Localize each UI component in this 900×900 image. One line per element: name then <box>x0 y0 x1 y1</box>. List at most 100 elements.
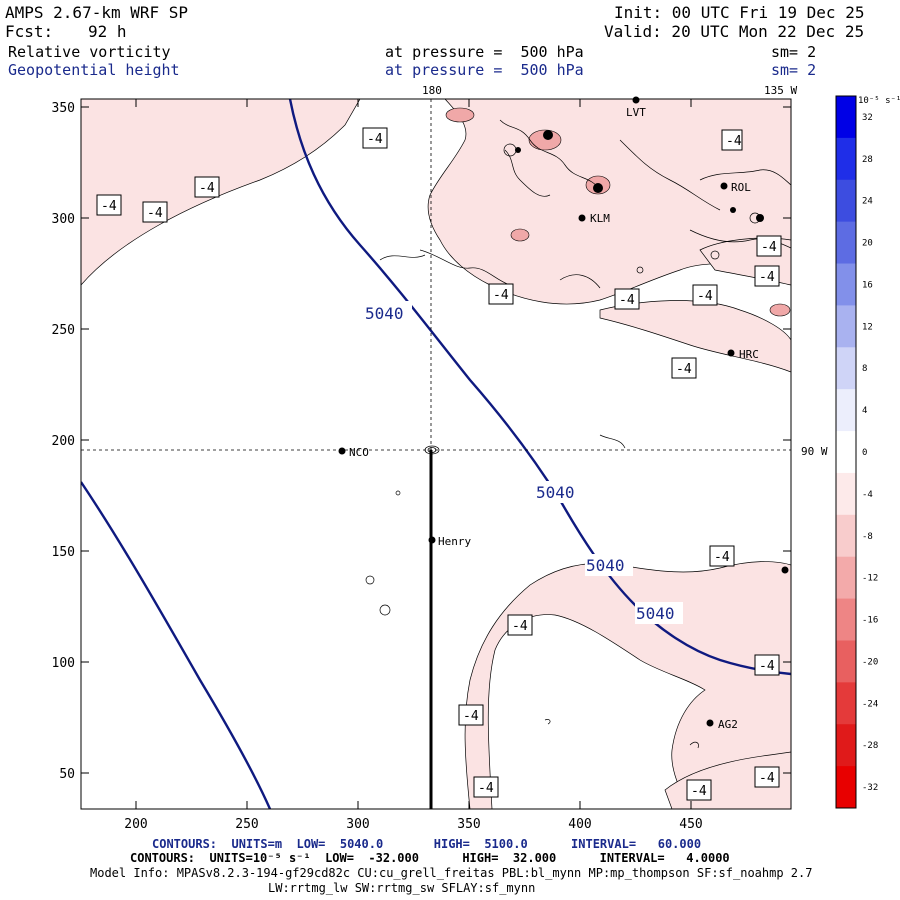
field2-name: Geopotential height <box>8 61 180 79</box>
pole-marker <box>424 445 440 455</box>
colorbar-unit: 10⁻⁵ s⁻¹ <box>858 96 900 106</box>
valid-time: Valid: 20 UTC Mon 22 Dec 25 <box>604 22 865 41</box>
colorbar-segment <box>836 598 856 641</box>
vort-label: -4 <box>619 293 635 308</box>
station-label-klm: KLM <box>590 212 610 225</box>
colorbar-tick-label: -12 <box>862 574 878 584</box>
vorticity-shading <box>81 99 791 809</box>
y-tick-label: 300 <box>52 212 75 227</box>
station-label-rol: ROL <box>731 181 751 194</box>
height-label: 5040 <box>636 604 675 623</box>
vort-label: -4 <box>147 206 163 221</box>
vorticity-labels: -4 -4 -4 -4 -4 -4 -4 -4 -4 -4 -4 -4 -4 -… <box>96 127 782 801</box>
y-tick-label: 50 <box>59 767 75 782</box>
vort-label: -4 <box>676 362 692 377</box>
x-tick-label: 300 <box>346 817 369 832</box>
vort-region-east <box>599 300 791 373</box>
model-title: AMPS 2.67-km WRF SP <box>5 3 189 22</box>
vort-label: -4 <box>759 659 775 674</box>
colorbar-segment <box>836 305 856 348</box>
vort-label: -4 <box>726 134 742 149</box>
vort-label: -4 <box>761 240 777 255</box>
colorbar-tick-label: 0 <box>862 448 867 458</box>
colorbar-tick-label: 4 <box>862 406 867 416</box>
colorbar-tick-label: -8 <box>862 532 873 542</box>
colorbar-segment <box>836 640 856 683</box>
vort-label: -4 <box>101 199 117 214</box>
stations: LVT ROL KLM HRC NCO Henry AG2 <box>338 96 789 731</box>
colorbar-tick-label: -16 <box>862 616 878 626</box>
vort-label: -4 <box>691 784 707 799</box>
colorbar-segment <box>836 96 856 139</box>
vort-label: -4 <box>493 288 509 303</box>
station-label-ag2: AG2 <box>718 718 738 731</box>
x-tick-label: 200 <box>124 817 147 832</box>
colorbar-tick-label: 16 <box>862 280 873 290</box>
height-label: 5040 <box>536 483 575 502</box>
height-label: 5040 <box>586 556 625 575</box>
colorbar-tick-label: 32 <box>862 113 873 123</box>
colorbar-tick-label: -32 <box>862 783 878 793</box>
colorbar-segment <box>836 431 856 474</box>
vort-label: -4 <box>759 771 775 786</box>
model-info-2: LW:rrtmg_lw SW:rrtmg_sw SFLAY:sf_mynn <box>268 881 536 895</box>
field1-level: at pressure = 500 hPa <box>385 43 584 61</box>
field2-level: at pressure = 500 hPa <box>385 61 584 79</box>
station-label-nco: NCO <box>349 446 369 459</box>
station-label-lvt: LVT <box>626 106 646 119</box>
vort-label: -4 <box>478 781 494 796</box>
vorticity-contour-noise <box>365 119 791 749</box>
colorbar-tick-label: 8 <box>862 364 867 374</box>
colorbar-segment <box>836 137 856 181</box>
vort-label: -4 <box>714 550 730 565</box>
height-contours <box>81 99 791 809</box>
height-contour-main <box>288 99 791 676</box>
axis-ticks <box>81 99 791 809</box>
colorbar-tick-label: 24 <box>862 197 873 207</box>
station-label-henry: Henry <box>438 535 471 548</box>
y-tick-label: 200 <box>52 434 75 449</box>
x-tick-label: 450 <box>679 817 702 832</box>
colorbar-tick-label: -4 <box>862 490 873 500</box>
colorbar: 32 28 24 20 16 12 8 4 0 -4 -8 -12 -16 -20 -24 -28 -32 <box>835 95 878 809</box>
model-info: Model Info: MPASv8.2.3-194-gf29cd82c CU:… <box>90 866 813 880</box>
contours-vorticity-info: CONTOURS: UNITS=10⁻⁵ s⁻¹ LOW= -32.000 HI… <box>130 851 730 865</box>
colorbar-segment <box>836 472 856 516</box>
meridian-label-135w: 135 W <box>764 84 797 97</box>
vort-region-northwest <box>81 99 361 286</box>
height-contour-southwest <box>81 481 272 809</box>
colorbar-tick-label: -24 <box>862 699 878 709</box>
y-tick-label: 150 <box>52 545 75 560</box>
colorbar-segment <box>836 514 856 558</box>
colorbar-segment <box>836 221 856 265</box>
colorbar-frame <box>835 95 857 809</box>
colorbar-segment <box>836 263 856 306</box>
field1-smoothing: sm= 2 <box>771 43 817 61</box>
x-tick-label: 250 <box>235 817 258 832</box>
contours-height-info: CONTOURS: UNITS=m LOW= 5040.0 HIGH= 5100… <box>152 837 702 851</box>
height-label: 5040 <box>365 304 404 323</box>
forecast-label: Fcst: <box>5 22 54 41</box>
colorbar-tick-label: 12 <box>862 322 873 332</box>
colorbar-segment <box>836 389 856 432</box>
colorbar-segment <box>836 766 856 809</box>
colorbar-tick-label: 20 <box>862 239 873 249</box>
vort-label: -4 <box>367 132 383 147</box>
colorbar-tick-label: -20 <box>862 657 878 667</box>
meridian-label-180: 180 <box>422 84 442 97</box>
colorbar-segment <box>836 179 856 223</box>
x-tick-label: 400 <box>568 817 591 832</box>
colorbar-tick-label: 28 <box>862 155 873 165</box>
vort-label: -4 <box>759 270 775 285</box>
x-tick-label: 350 <box>457 817 480 832</box>
field2-smoothing: sm= 2 <box>771 61 817 79</box>
y-tick-label: 250 <box>52 323 75 338</box>
field1-name: Relative vorticity <box>8 43 171 61</box>
station-label-hrc: HRC <box>739 348 759 361</box>
meridian-label-90w: 90 W <box>801 445 828 458</box>
vorticity-strong <box>445 107 791 317</box>
vort-label: -4 <box>463 709 479 724</box>
colorbar-segment <box>836 724 856 767</box>
colorbar-segment <box>836 556 856 600</box>
